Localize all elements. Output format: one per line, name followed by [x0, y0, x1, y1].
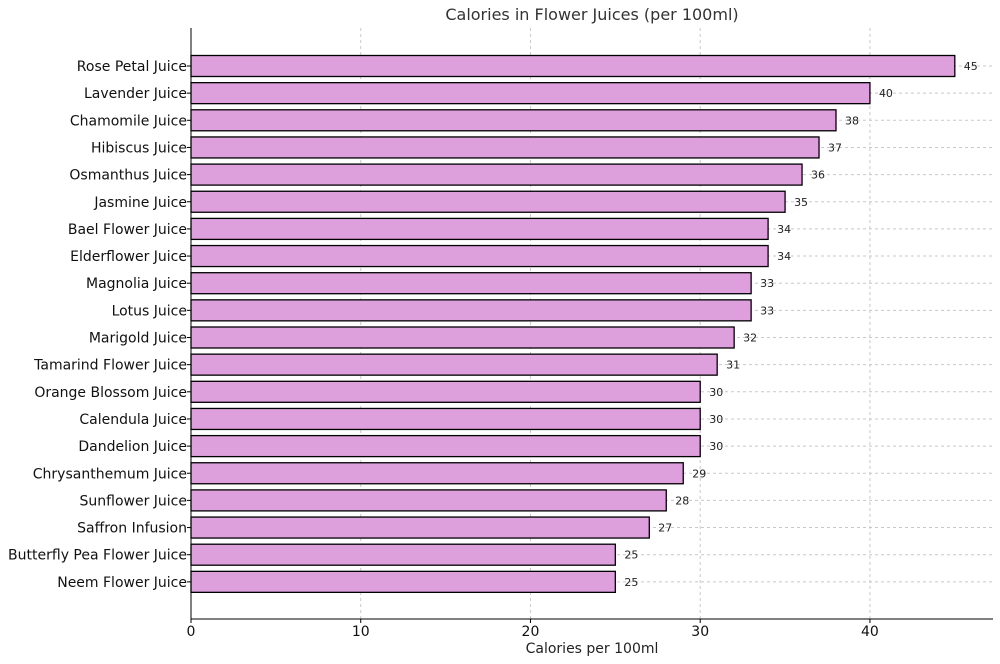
category-label: Neem Flower Juice [57, 575, 187, 591]
data-label: 38 [845, 114, 859, 127]
bar [190, 462, 684, 485]
x-axis-label: Calories per 100ml [526, 641, 659, 657]
data-label: 33 [760, 277, 774, 290]
x-tick-label: 40 [861, 624, 879, 640]
data-label: 30 [709, 413, 723, 426]
data-label: 32 [743, 332, 757, 345]
data-label: 40 [879, 87, 893, 100]
category-label: Magnolia Juice [86, 276, 187, 292]
category-label: Jasmine Juice [93, 195, 187, 211]
bar [190, 299, 752, 322]
data-label: 29 [692, 467, 706, 480]
x-tick-label: 30 [691, 624, 709, 640]
data-label: 45 [964, 60, 978, 73]
bar [190, 570, 616, 593]
bar-layer [190, 54, 956, 593]
data-label: 35 [794, 196, 808, 209]
data-label: 36 [811, 169, 825, 182]
category-label: Calendula Juice [79, 412, 187, 428]
category-label: Orange Blossom Juice [34, 385, 187, 401]
data-label: 27 [658, 522, 672, 535]
data-label: 30 [709, 386, 723, 399]
data-label: 28 [675, 494, 689, 507]
category-label: Rose Petal Juice [77, 59, 187, 75]
category-label: Bael Flower Juice [68, 222, 187, 238]
category-label: Tamarind Flower Juice [33, 358, 187, 374]
bar [190, 136, 820, 159]
data-label: 25 [624, 549, 638, 562]
category-label: Chrysanthemum Juice [33, 466, 187, 482]
data-label: 31 [726, 359, 740, 372]
category-label: Butterfly Pea Flower Juice [8, 548, 187, 564]
bar [190, 163, 803, 186]
bar [190, 434, 701, 458]
bar [190, 54, 956, 78]
bar [190, 217, 769, 241]
category-label: Lavender Juice [84, 86, 187, 102]
category-label: Saffron Infusion [77, 521, 187, 537]
category-label: Chamomile Juice [70, 113, 187, 129]
category-label: Marigold Juice [89, 331, 187, 347]
bar [190, 244, 769, 268]
bar [190, 543, 616, 566]
x-tick-label: 10 [352, 624, 370, 640]
bar [190, 353, 718, 376]
label-layer: 0 10 20 30 40 Rose Petal Juice 45 Lavender Juic… [8, 59, 978, 640]
bar [190, 489, 667, 512]
bar [190, 407, 701, 431]
bar [190, 380, 701, 403]
category-label: Dandelion Juice [78, 439, 187, 455]
category-label: Elderflower Juice [70, 249, 187, 265]
category-label: Lotus Juice [112, 303, 187, 319]
x-tick-label: 0 [187, 624, 196, 640]
bar [190, 516, 650, 539]
data-label: 34 [777, 250, 791, 263]
data-label: 25 [624, 576, 638, 589]
data-label: 34 [777, 223, 791, 236]
chart-title: Calories in Flower Juices (per 100ml) [445, 5, 738, 24]
category-label: Sunflower Juice [80, 493, 188, 509]
data-label: 33 [760, 304, 774, 317]
x-tick-label: 20 [522, 624, 540, 640]
bar [190, 272, 752, 295]
data-label: 30 [709, 440, 723, 453]
bar [190, 82, 871, 105]
bar [190, 190, 786, 213]
category-label: Hibiscus Juice [91, 140, 187, 156]
bar [190, 326, 735, 349]
category-label: Osmanthus Juice [69, 168, 187, 184]
data-label: 37 [828, 141, 842, 154]
bar [190, 109, 837, 132]
